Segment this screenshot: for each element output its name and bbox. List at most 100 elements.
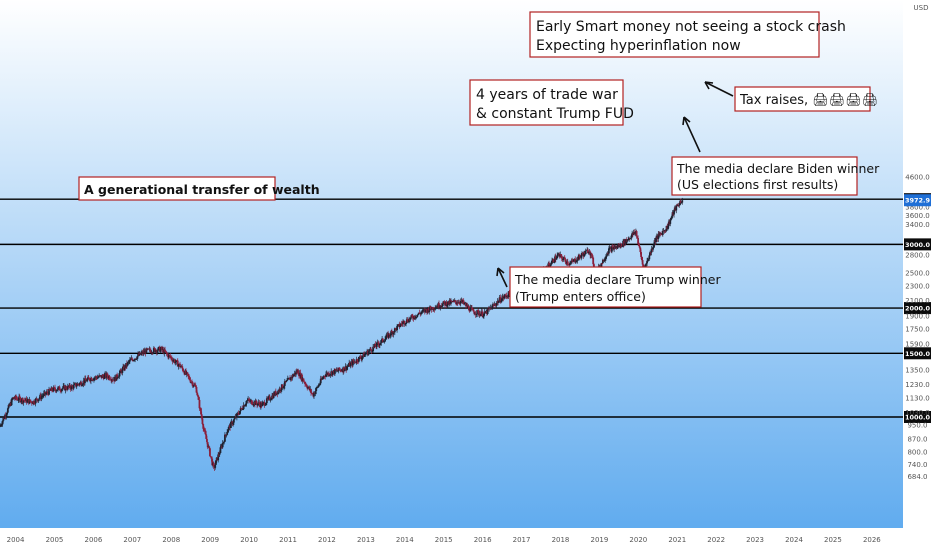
y-tick-label: 1230.0: [905, 381, 930, 389]
candle: [428, 310, 431, 315]
annotation-arrow: [682, 116, 701, 153]
candle: [188, 375, 191, 381]
candle: [280, 389, 282, 394]
candle: [297, 368, 300, 375]
candle: [363, 352, 366, 357]
candle: [233, 418, 235, 426]
candle: [634, 232, 637, 237]
candle: [116, 372, 119, 380]
candle: [219, 444, 222, 454]
candle: [1, 419, 4, 427]
candle: [75, 382, 78, 390]
candle: [356, 358, 359, 365]
candle: [204, 428, 207, 436]
x-tick-label: 2025: [824, 536, 842, 544]
level-tag: 3000.0: [904, 238, 931, 251]
candle: [265, 402, 267, 406]
candle: [119, 367, 122, 371]
annotation-biden-winner: The media declare Biden winner (US elect…: [671, 116, 880, 196]
x-tick-label: 2006: [84, 536, 102, 544]
candle: [475, 314, 478, 318]
y-tick-label: 3400.0: [905, 221, 930, 229]
candle: [310, 388, 312, 396]
last-price-label: 3972.9: [905, 197, 931, 205]
x-tick-label: 2022: [707, 536, 725, 544]
candle: [59, 387, 62, 394]
candle: [403, 320, 406, 327]
candle: [283, 378, 286, 389]
candle: [44, 391, 47, 398]
candle: [657, 230, 660, 243]
annotation-trump-winner: The media declare Trump winner (Trump en…: [496, 266, 721, 308]
candle: [37, 399, 40, 404]
candle: [72, 381, 75, 390]
x-tick-label: 2012: [318, 536, 336, 544]
x-tick-label: 2016: [474, 536, 492, 544]
candle: [84, 375, 86, 386]
candle: [12, 396, 15, 399]
annotation-box: [469, 79, 624, 126]
candle: [238, 411, 241, 415]
candle: [152, 346, 155, 354]
candle: [161, 345, 163, 353]
candle: [408, 316, 410, 324]
x-tick-label: 2021: [668, 536, 686, 544]
candle: [16, 396, 19, 401]
candle: [575, 259, 577, 264]
candle: [458, 299, 461, 305]
candle: [6, 407, 9, 414]
candle: [277, 389, 279, 395]
candle: [605, 254, 607, 261]
candle: [48, 386, 50, 396]
candle: [194, 381, 196, 387]
candle: [265, 396, 268, 406]
candle: [71, 384, 74, 387]
candle: [87, 374, 90, 379]
candle: [331, 371, 334, 377]
annotation-line: The media declare Biden winner: [676, 161, 880, 176]
price-axis-panel: [903, 0, 932, 550]
level-tag: 1000.0: [904, 411, 931, 423]
candle: [396, 324, 399, 328]
candle: [399, 322, 402, 328]
candle: [361, 355, 364, 361]
candle: [267, 395, 270, 401]
candle: [315, 387, 318, 395]
candle: [492, 303, 495, 308]
candle: [60, 388, 63, 394]
y-tick-label: 2300.0: [905, 283, 930, 291]
candle: [239, 406, 242, 414]
y-tick-label: 1900.0: [905, 313, 930, 321]
candle: [226, 429, 229, 436]
candle: [410, 314, 413, 320]
x-tick-label: 2014: [396, 536, 414, 544]
candle: [346, 364, 349, 370]
y-tick-label: 684.0: [907, 473, 927, 481]
annotation-line: Tax raises, 🖨🖨🖨🖨: [739, 93, 878, 108]
annotation-line: (US elections first results): [677, 177, 838, 192]
candle: [637, 241, 640, 247]
candle: [291, 373, 294, 381]
annotation-box: [509, 266, 702, 308]
annotation-generational: A generational transfer of wealth: [78, 176, 320, 201]
candle: [420, 311, 423, 315]
x-tick-label: 2023: [746, 536, 764, 544]
x-tick-label: 2024: [785, 536, 803, 544]
candle: [673, 209, 675, 218]
annotation-line: (Trump enters office): [515, 289, 646, 304]
candle: [75, 383, 77, 388]
candle: [574, 256, 577, 264]
candle: [646, 257, 648, 267]
x-tick-label: 2008: [162, 536, 180, 544]
candle: [42, 390, 45, 398]
candle: [66, 383, 69, 391]
candle: [650, 245, 653, 256]
candle: [58, 385, 61, 391]
candle: [313, 391, 315, 399]
level-tag-label: 3000.0: [905, 241, 931, 249]
candle: [136, 355, 139, 361]
level-tag-label: 1000.0: [905, 414, 931, 422]
candle: [10, 397, 13, 406]
